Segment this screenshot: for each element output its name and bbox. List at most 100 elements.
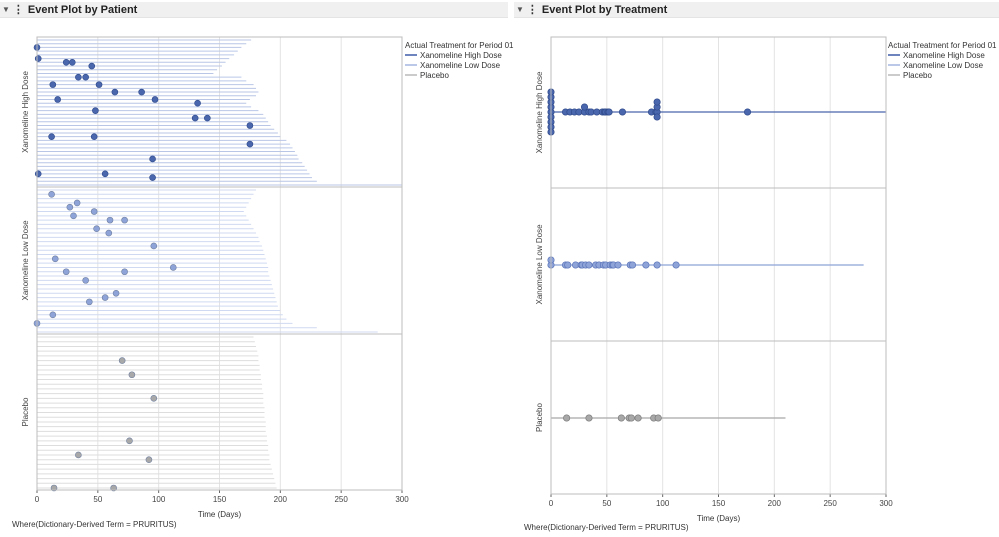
- treatment-x-tick-label: 100: [656, 499, 670, 508]
- event-point: [118, 357, 126, 364]
- event-point: [49, 311, 57, 319]
- treatment-x-tick-label: 0: [549, 499, 554, 508]
- event-point: [138, 88, 145, 96]
- event-point: [88, 62, 96, 70]
- event-point: [111, 88, 119, 96]
- patient-x-tick-label: 150: [213, 495, 227, 504]
- treatment-x-tick-label: 150: [712, 499, 726, 508]
- event-point: [48, 191, 55, 198]
- patient-group-label: Xanomeline Low Dose: [21, 220, 30, 301]
- event-point: [82, 277, 89, 284]
- event-point: [743, 108, 752, 116]
- patient-panel-title: Event Plot by Patient: [27, 3, 138, 16]
- event-point: [653, 98, 661, 106]
- event-point: [68, 59, 76, 66]
- event-point: [246, 122, 254, 129]
- event-point: [246, 140, 254, 148]
- event-point: [150, 242, 158, 250]
- collapse-triangle-icon[interactable]: ▼: [516, 5, 524, 14]
- treatment-x-tick-label: 300: [879, 499, 893, 508]
- menu-dots-icon[interactable]: ⋮: [526, 4, 538, 16]
- patient-x-tick-label: 100: [152, 495, 166, 504]
- event-point: [54, 96, 61, 103]
- event-point: [194, 99, 201, 107]
- event-point: [654, 414, 662, 422]
- event-point: [126, 437, 133, 445]
- event-point: [75, 451, 82, 459]
- event-point: [48, 133, 55, 140]
- event-point: [82, 73, 89, 81]
- event-point: [34, 170, 42, 178]
- event-point: [73, 199, 81, 207]
- event-point: [105, 229, 113, 237]
- treatment-x-axis-label: Time (Days): [697, 514, 741, 523]
- event-point: [92, 107, 99, 114]
- patient-x-tick-label: 200: [274, 495, 288, 504]
- legend-item: Xanomeline Low Dose: [420, 61, 501, 70]
- legend-item: Placebo: [903, 71, 932, 80]
- event-point: [150, 395, 158, 402]
- event-point: [145, 456, 153, 463]
- event-point: [90, 208, 98, 215]
- legend-item: Placebo: [420, 71, 449, 80]
- patient-x-tick-label: 0: [35, 495, 40, 504]
- treatment-plot-border: [550, 36, 887, 495]
- event-point: [75, 73, 82, 81]
- event-point: [70, 212, 77, 220]
- event-point: [106, 216, 114, 224]
- legend-title: Actual Treatment for Period 01: [405, 41, 514, 50]
- event-point: [169, 264, 177, 271]
- event-point: [653, 261, 661, 269]
- event-point: [585, 261, 593, 269]
- event-point: [90, 133, 98, 140]
- event-point: [149, 155, 156, 163]
- event-point: [653, 113, 661, 121]
- event-point: [204, 114, 211, 122]
- event-point: [112, 289, 120, 297]
- event-point: [634, 414, 642, 422]
- patient-x-tick-label: 50: [93, 495, 102, 504]
- patient-x-tick-label: 250: [334, 495, 348, 504]
- patient-x-axis-label: Time (Days): [198, 510, 242, 519]
- patient-plot-border: [36, 36, 403, 491]
- patient-footer-text: Where(Dictionary-Derived Term = PRURITUS…: [12, 520, 177, 529]
- menu-dots-icon[interactable]: ⋮: [12, 4, 24, 16]
- event-point: [86, 298, 93, 306]
- event-point: [151, 96, 159, 103]
- event-point: [585, 414, 593, 422]
- event-point: [564, 261, 572, 269]
- event-point: [628, 261, 637, 269]
- event-point: [605, 108, 613, 116]
- event-point: [66, 203, 74, 211]
- event-point: [62, 268, 70, 276]
- legend-item: Xanomeline Low Dose: [903, 61, 984, 70]
- collapse-triangle-icon[interactable]: ▼: [2, 5, 10, 14]
- treatment-panel-title: Event Plot by Treatment: [541, 3, 668, 16]
- legend-item: Xanomeline High Dose: [420, 51, 502, 60]
- event-point: [93, 225, 100, 233]
- event-point: [672, 261, 680, 269]
- event-point: [101, 294, 109, 301]
- patient-x-tick-label: 300: [395, 495, 409, 504]
- event-point: [95, 81, 103, 88]
- event-point: [34, 55, 42, 62]
- event-point: [191, 114, 199, 122]
- event-point: [121, 216, 128, 224]
- patient-panel-header: ▼ ⋮ Event Plot by Patient: [0, 2, 508, 18]
- treatment-panel-header: ▼ ⋮ Event Plot by Treatment: [514, 2, 999, 18]
- treatment-group-label: Placebo: [535, 403, 544, 432]
- treatment-group-label: Xanomeline Low Dose: [535, 224, 544, 305]
- treatment-x-tick-label: 200: [768, 499, 782, 508]
- event-point: [49, 81, 57, 88]
- event-point: [614, 261, 622, 269]
- event-point: [618, 108, 627, 116]
- legend-title: Actual Treatment for Period 01: [888, 41, 997, 50]
- event-point: [62, 59, 70, 66]
- event-point: [51, 255, 59, 263]
- patient-group-label: Placebo: [21, 397, 30, 426]
- event-point: [128, 371, 136, 379]
- event-point: [101, 170, 109, 178]
- event-point: [149, 174, 156, 181]
- event-point: [580, 103, 589, 111]
